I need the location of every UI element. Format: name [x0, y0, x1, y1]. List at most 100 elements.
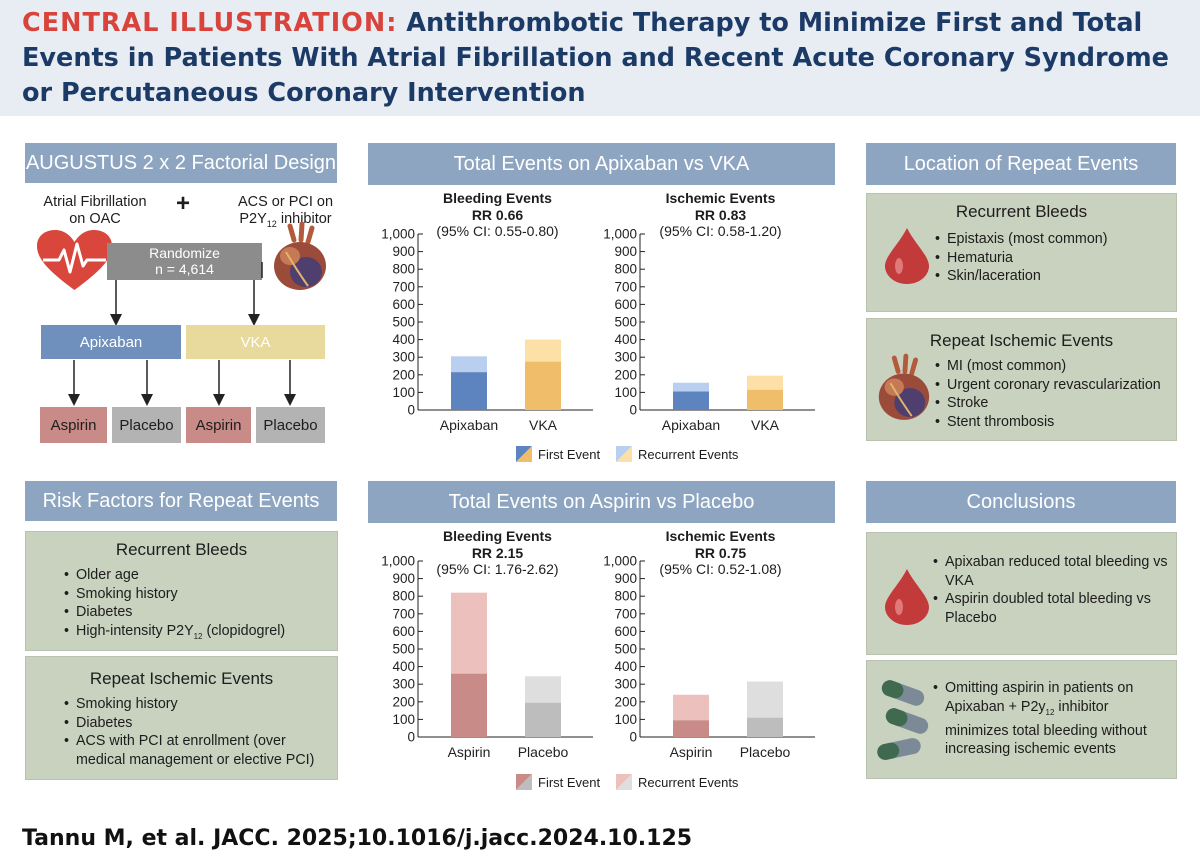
- location-ischemic-box: Repeat Ischemic Events MI (most common) …: [866, 318, 1177, 441]
- asp-panel-title: Total Events on Aspirin vs Placebo: [368, 481, 835, 523]
- y-tick-label: 600: [614, 297, 637, 312]
- page-title: CENTRAL ILLUSTRATION: Antithrombotic The…: [22, 6, 1182, 111]
- x-tick-label: VKA: [529, 417, 558, 433]
- bar-recurrent: [747, 375, 783, 390]
- bar-first: [525, 702, 561, 737]
- risk-ischemic-heading: Repeat Ischemic Events: [89, 669, 274, 688]
- asp-bleed-head: Bleeding Events: [443, 528, 552, 544]
- p2y-text: High-intensity P2Y: [76, 622, 194, 639]
- asp-ischemic-chart: 0 100 200 300 400 500 600 700 800 900 1,000 Aspirin…: [603, 554, 815, 760]
- location-ischemic-heading: Repeat Ischemic Events: [929, 331, 1114, 350]
- y-tick-label: 0: [629, 403, 637, 418]
- bar-first: [451, 372, 487, 410]
- acs-inhibitor: inhibitor: [276, 211, 332, 227]
- apix-aspirin-box: Aspirin: [40, 407, 107, 443]
- apix-isch-ci: (95% CI: 0.58-1.20): [659, 223, 782, 239]
- list-item: Omitting aspirin in patients on Apixaban…: [933, 679, 1171, 759]
- y-tick-label: 700: [614, 279, 637, 294]
- anatomical-heart-icon: [274, 222, 326, 290]
- randomize-label: Randomize: [149, 245, 220, 261]
- y-tick-label: 1,000: [381, 554, 415, 569]
- risk-bleeds-heading: Recurrent Bleeds: [115, 540, 248, 559]
- conclusion-p2y-sub: 12: [1045, 707, 1055, 717]
- apix-legend-first: First Event: [516, 446, 600, 462]
- acs-p2y-sub: 12: [266, 218, 277, 229]
- apix-isch-rr: RR 0.83: [694, 206, 747, 223]
- asp-legend-recurrent-swatch: [616, 774, 632, 790]
- bar-first: [673, 391, 709, 410]
- page-title-text: Antithrombotic Therapy to Minimize First…: [22, 8, 1169, 108]
- apix-legend-recurrent-label: Recurrent Events: [638, 446, 739, 462]
- vka-aspirin-label: Aspirin: [195, 416, 242, 434]
- list-item: Hematuria: [935, 249, 1176, 268]
- x-tick-label: Placebo: [740, 744, 791, 760]
- blood-drop-icon: [885, 569, 929, 625]
- y-tick-label: 100: [614, 712, 637, 727]
- y-tick-label: 200: [614, 367, 637, 382]
- blood-drop-icon: [885, 228, 929, 284]
- list-item: Diabetes: [64, 714, 329, 733]
- y-tick-label: 800: [614, 262, 637, 277]
- conclusion-omit-text: Omitting aspirin in patients on Apixaban…: [945, 680, 1134, 715]
- location-bleeds-list: Epistaxis (most common) Hematuria Skin/l…: [935, 230, 1176, 286]
- y-tick-label: 500: [614, 315, 637, 330]
- list-item: Aspirin doubled total bleeding vs Placeb…: [933, 590, 1171, 627]
- y-tick-label: 800: [614, 589, 637, 604]
- apix-legend-recurrent-swatch: [616, 446, 632, 462]
- design-arrows: [68, 262, 296, 406]
- list-item: Stroke: [935, 394, 1176, 413]
- y-tick-label: 1,000: [603, 554, 637, 569]
- asp-bleed-header: Bleeding Events RR 2.15 (95% CI: 1.76-2.…: [405, 528, 590, 578]
- bar-recurrent: [673, 382, 709, 392]
- bar-first: [747, 717, 783, 737]
- x-tick-label: Placebo: [518, 744, 569, 760]
- af-label-line1: Atrial Fibrillation: [43, 194, 147, 210]
- apix-isch-head: Ischemic Events: [665, 190, 776, 206]
- location-panel-title-text: Location of Repeat Events: [903, 152, 1139, 175]
- y-tick-label: 800: [392, 262, 415, 277]
- list-item: Smoking history: [64, 695, 329, 714]
- apix-panel-title-text: Total Events on Apixaban vs VKA: [453, 152, 750, 175]
- list-item: Older age: [64, 566, 337, 585]
- y-tick-label: 1,000: [603, 227, 637, 242]
- apix-legend-first-label: First Event: [538, 446, 601, 462]
- list-item: Stent thrombosis: [935, 413, 1176, 432]
- apix-bleed-rr: RR 0.66: [471, 206, 524, 223]
- vka-aspirin-box: Aspirin: [186, 407, 251, 443]
- y-tick-label: 900: [392, 244, 415, 259]
- anatomical-heart-icon: [878, 353, 930, 420]
- design-panel-title-text: AUGUSTUS 2 x 2 Factorial Design: [25, 151, 337, 174]
- y-tick-label: 200: [392, 694, 415, 709]
- y-tick-label: 400: [614, 332, 637, 347]
- clopidogrel-text: (clopidogrel): [202, 622, 286, 639]
- y-tick-label: 900: [614, 571, 637, 586]
- acs-p2y: P2Y: [239, 211, 267, 227]
- apix-bleed-head: Bleeding Events: [443, 190, 552, 206]
- y-tick-label: 600: [614, 624, 637, 639]
- acs-label: ACS or PCI on P2Y12 inhibitor: [228, 194, 343, 233]
- y-tick-label: 900: [614, 244, 637, 259]
- y-tick-label: 1,000: [381, 227, 415, 242]
- asp-bleeding-chart: 0 100 200 300 400 500 600 700 800 900 1,000 Aspirin…: [381, 554, 593, 760]
- conclusions-box-2: Omitting aspirin in patients on Apixaban…: [866, 660, 1177, 779]
- conclusions-box-1: Apixaban reduced total bleeding vs VKA A…: [866, 532, 1177, 655]
- y-tick-label: 400: [614, 659, 637, 674]
- vka-arm-box: VKA: [186, 325, 325, 359]
- apix-panel-title: Total Events on Apixaban vs VKA: [368, 143, 835, 185]
- conclusion-omit-text-end: inhibitor minimizes total bleeding witho…: [945, 698, 1147, 758]
- y-tick-label: 900: [392, 571, 415, 586]
- y-tick-label: 100: [392, 712, 415, 727]
- location-panel-title: Location of Repeat Events: [866, 143, 1176, 185]
- apix-legend-recurrent: Recurrent Events: [616, 446, 738, 462]
- bar-first: [747, 389, 783, 410]
- x-tick-label: Aspirin: [448, 744, 491, 760]
- bar-recurrent: [673, 694, 709, 721]
- asp-legend-recurrent-label: Recurrent Events: [638, 774, 739, 790]
- x-tick-label: Aspirin: [670, 744, 713, 760]
- pill-capsules-icon: [877, 680, 929, 760]
- list-item: Diabetes: [64, 603, 337, 622]
- x-tick-label: VKA: [751, 417, 780, 433]
- page-title-lead: CENTRAL ILLUSTRATION:: [22, 8, 398, 38]
- asp-legend-first-label: First Event: [538, 774, 601, 790]
- asp-bleed-ci: (95% CI: 1.76-2.62): [436, 561, 559, 577]
